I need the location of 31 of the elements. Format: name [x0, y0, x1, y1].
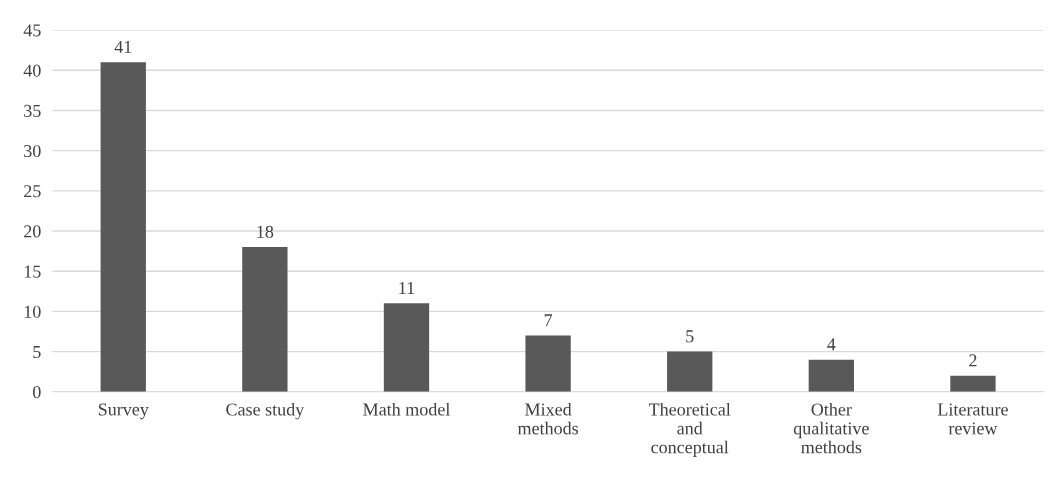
- y-tick-label: 35: [24, 104, 41, 117]
- bar: [950, 375, 996, 392]
- bar: [100, 62, 146, 392]
- x-tick-label: Survey: [98, 403, 149, 420]
- data-label: 41: [114, 40, 132, 53]
- x-tick-label: Math model: [363, 402, 450, 416]
- x-tick-label: Case study: [226, 402, 305, 420]
- data-label: 2: [969, 354, 977, 367]
- bar: [383, 303, 430, 392]
- y-tick-label: 25: [24, 185, 41, 198]
- bar: [242, 247, 288, 392]
- y-tick-label: 45: [23, 24, 41, 37]
- x-tick-label: Mixed methods: [517, 402, 579, 435]
- y-tick-label: 5: [33, 346, 41, 359]
- x-tick-label: Literature review: [937, 403, 1008, 435]
- y-tick-label: 40: [23, 64, 41, 77]
- y-tick-label: 30: [24, 144, 41, 158]
- y-tick-label: 10: [24, 305, 41, 318]
- y-tick-label: 15: [24, 265, 41, 278]
- x-tick-label: Theoretical and conceptual: [648, 402, 731, 458]
- data-label: 7: [544, 314, 553, 327]
- y-tick-label: 0: [33, 386, 41, 399]
- data-label: 18: [257, 225, 274, 238]
- data-label: 11: [399, 282, 415, 294]
- bar: [667, 351, 713, 392]
- y-tick-label: 20: [24, 225, 41, 238]
- bar: [525, 335, 571, 392]
- x-tick-label: Other qualitative methods: [793, 402, 869, 454]
- data-label: 4: [827, 338, 836, 351]
- data-label: 5: [686, 330, 694, 343]
- bar: [808, 359, 854, 392]
